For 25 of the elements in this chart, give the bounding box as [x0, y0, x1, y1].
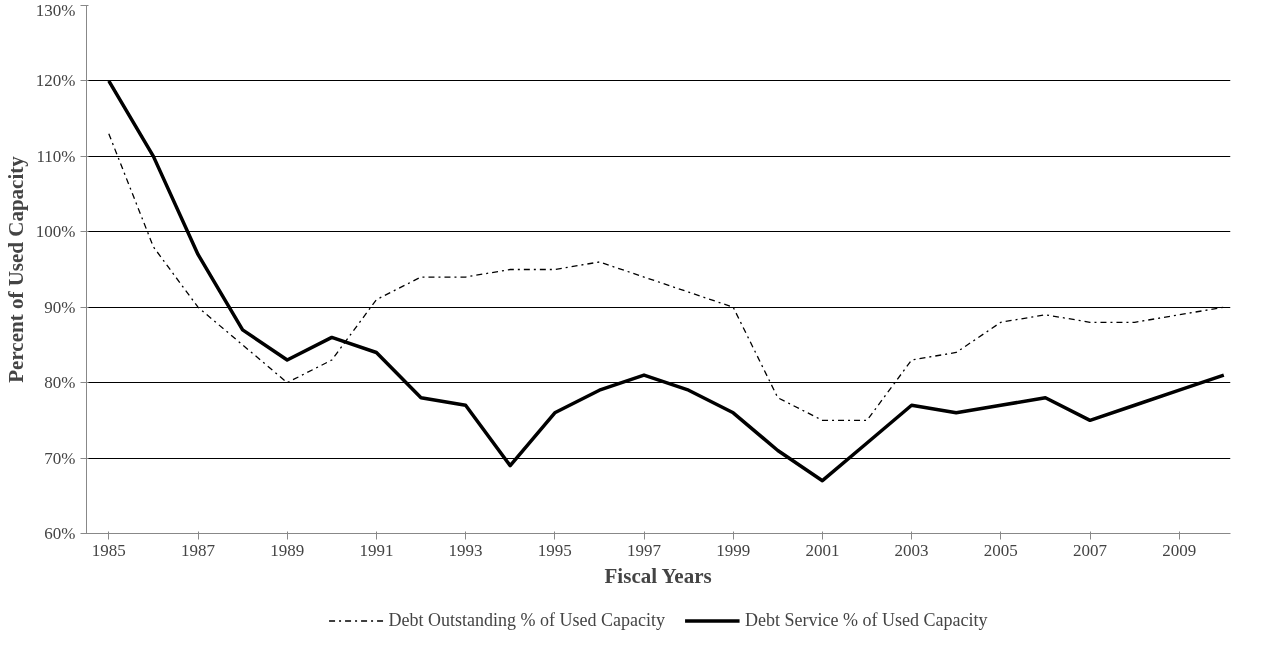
- x-tick-label: 1985: [91, 540, 126, 560]
- x-tick-label: 2005: [983, 540, 1018, 560]
- x-tick-label: 1987: [181, 540, 216, 560]
- y-tick-label: 60%: [44, 524, 76, 543]
- x-tick-label: 2007: [1073, 540, 1108, 560]
- y-tick-label: 80%: [44, 373, 76, 393]
- y-tick-label: 70%: [44, 448, 76, 468]
- x-tick-label: 1995: [537, 540, 572, 560]
- x-tick-label: 1993: [448, 540, 483, 560]
- x-tick-label: 2003: [894, 540, 929, 560]
- y-tick-label: 120%: [35, 71, 76, 91]
- legend-label: Debt Service % of Used Capacity: [745, 609, 988, 631]
- x-tick-label: 1989: [270, 540, 305, 560]
- y-tick-label: 110%: [36, 146, 76, 166]
- x-tick-label: 1999: [716, 540, 751, 560]
- x-tick-label: 2001: [805, 540, 840, 560]
- x-axis-title: Fiscal Years: [604, 563, 712, 588]
- y-tick-label: 90%: [44, 297, 76, 317]
- y-tick-label: 130%: [35, 0, 76, 20]
- x-tick-label: 2009: [1162, 540, 1197, 560]
- legend-label: Debt Outstanding % of Used Capacity: [388, 609, 666, 631]
- y-tick-label: 100%: [35, 222, 76, 242]
- y-axis-title: Percent of Used Capacity: [3, 155, 28, 383]
- x-tick-label: 1991: [359, 540, 394, 560]
- x-tick-label: 1997: [627, 540, 662, 560]
